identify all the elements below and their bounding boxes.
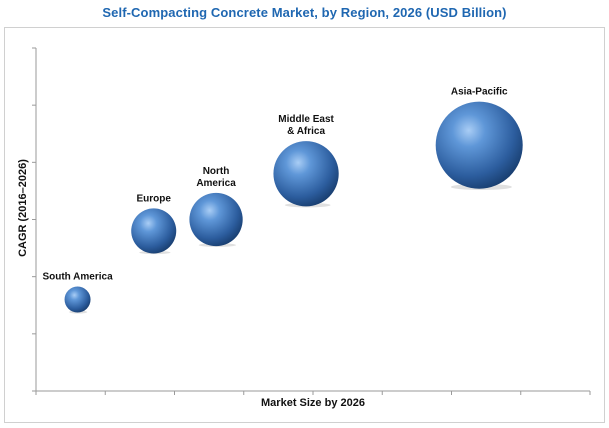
bubble-label-middle-east-africa: Middle East & Africa bbox=[278, 114, 334, 137]
bubble-middle-east-africa bbox=[273, 141, 339, 207]
x-axis-label: Market Size by 2026 bbox=[261, 397, 365, 409]
bubble-label-line: & Africa bbox=[287, 126, 325, 137]
bubble-label-line: Europe bbox=[136, 193, 171, 204]
bubble-south-america bbox=[64, 286, 91, 313]
bubble-label-south-america: South America bbox=[42, 272, 113, 283]
y-axis-label: CAGR (2016–2026) bbox=[17, 159, 29, 257]
chart-title: Self-Compacting Concrete Market, by Regi… bbox=[102, 5, 507, 20]
bubble-labels: South America Europe North America Middle Ea… bbox=[42, 87, 508, 283]
bubble-label-line: North bbox=[203, 166, 230, 177]
bubble-label-line: South America bbox=[42, 272, 113, 283]
axes bbox=[32, 47, 591, 395]
bubble-europe bbox=[131, 208, 177, 254]
chart-frame bbox=[4, 27, 605, 423]
bubble-label-north-america: North America bbox=[196, 166, 236, 189]
bubble-label-line: Asia-Pacific bbox=[451, 87, 508, 98]
bubble-asia-pacific bbox=[435, 101, 523, 189]
bubbles bbox=[64, 101, 523, 314]
bubble-label-europe: Europe bbox=[136, 193, 171, 204]
bubble-north-america bbox=[189, 192, 243, 247]
bubble-label-line: America bbox=[196, 178, 236, 189]
bubble-label-asia-pacific: Asia-Pacific bbox=[451, 87, 508, 98]
bubble-label-line: Middle East bbox=[278, 114, 334, 125]
